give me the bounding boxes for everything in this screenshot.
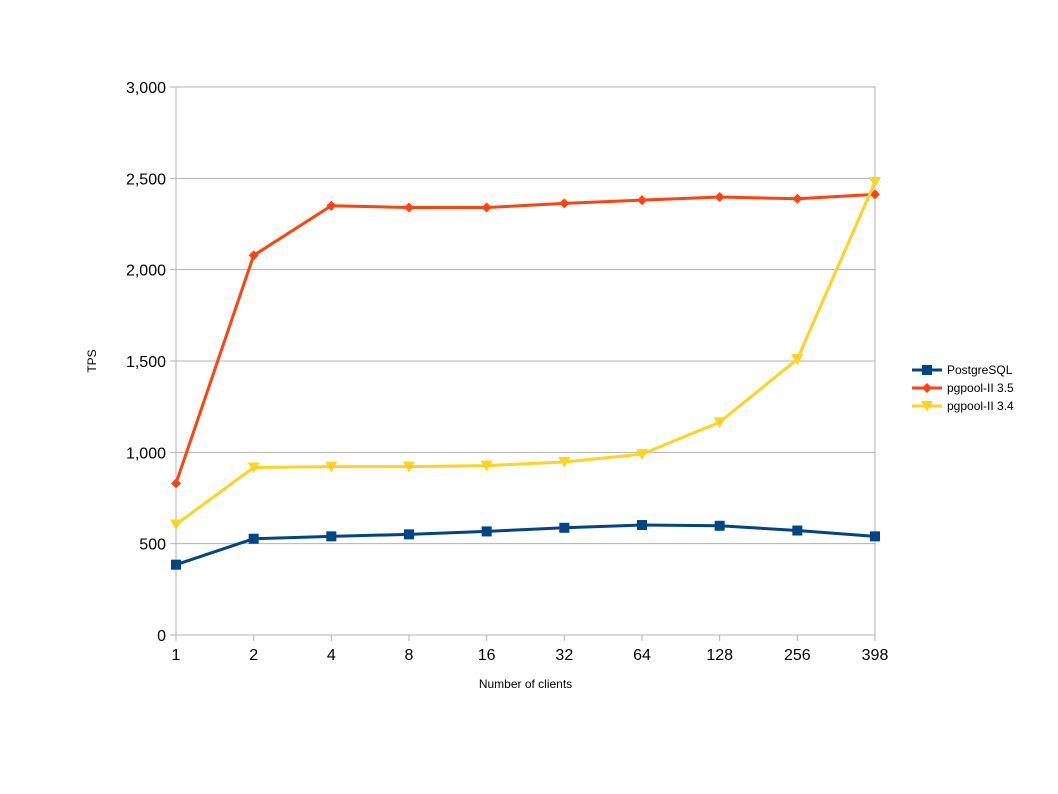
- series-line: [174, 192, 877, 485]
- y-tick-label: 2,000: [126, 263, 166, 280]
- series-0: [171, 520, 880, 570]
- legend-label: PostgreSQL: [947, 363, 1013, 377]
- legend-marker: [921, 401, 933, 412]
- x-tick-label: 2: [249, 647, 258, 664]
- data-point: [870, 531, 880, 542]
- data-point: [559, 198, 570, 209]
- data-point: [791, 354, 804, 366]
- series-1: [171, 189, 880, 489]
- data-point: [869, 176, 881, 188]
- legend-marker: [922, 365, 932, 375]
- data-point: [481, 526, 492, 537]
- data-point: [637, 520, 647, 531]
- data-point: [480, 460, 493, 472]
- data-point: [713, 417, 726, 429]
- data-point: [248, 250, 259, 261]
- data-point: [870, 189, 880, 200]
- series-line: [174, 523, 877, 567]
- data-point: [171, 559, 181, 570]
- x-tick-label: 32: [555, 647, 573, 664]
- x-tick-label: 16: [478, 647, 496, 664]
- data-point: [170, 519, 182, 531]
- x-axis-title: Number of clients: [479, 677, 572, 691]
- x-tick-label: 398: [862, 647, 889, 664]
- series-2: [170, 176, 881, 531]
- legend-marker: [922, 383, 932, 393]
- data-point: [403, 461, 415, 473]
- x-tick-label: 64: [633, 647, 651, 664]
- x-tick-label: 128: [706, 647, 733, 664]
- data-point: [404, 202, 414, 213]
- data-point: [247, 462, 260, 474]
- data-point: [714, 191, 725, 202]
- legend-item: pgpool-II 3.4: [912, 399, 1014, 413]
- legend-item: PostgreSQL: [912, 363, 1013, 377]
- x-tick-label: 256: [784, 647, 811, 664]
- y-tick-label: 2,500: [126, 171, 166, 188]
- axes: [170, 86, 876, 641]
- data-point: [714, 520, 725, 531]
- y-tick-label: 1,000: [126, 445, 166, 462]
- data-point: [636, 449, 648, 461]
- series-line: [174, 180, 877, 526]
- data-point: [559, 522, 570, 533]
- data-point: [792, 525, 803, 536]
- data-point: [637, 195, 647, 206]
- data-point: [481, 202, 492, 213]
- x-tick-labels: 1 2 4 8 16 32 64 128 256 398: [172, 647, 889, 664]
- data-point: [325, 461, 338, 473]
- data-point: [558, 457, 571, 469]
- data-point: [326, 200, 337, 211]
- data-point: [792, 193, 803, 204]
- y-tick-label: 3,000: [126, 80, 166, 97]
- y-tick-label: 1,500: [126, 354, 166, 371]
- x-tick-label: 1: [172, 647, 181, 664]
- data-point: [248, 533, 259, 544]
- y-tick-label: 500: [139, 537, 166, 554]
- y-axis-title: TPS: [85, 349, 99, 372]
- data-point: [326, 531, 337, 542]
- x-tick-label: 8: [405, 647, 414, 664]
- legend-label: pgpool-II 3.5: [947, 381, 1014, 395]
- legend-label: pgpool-II 3.4: [947, 399, 1014, 413]
- series-group: [170, 176, 881, 570]
- data-point: [171, 478, 181, 489]
- data-point: [404, 529, 414, 540]
- gridlines: [176, 86, 875, 636]
- legend: PostgreSQL pgpool-II 3.5 pgpool-II 3.4: [912, 363, 1014, 413]
- x-tick-label: 4: [327, 647, 336, 664]
- y-tick-labels: 0 500 1,000 1,500 2,000 2,500 3,000: [126, 80, 166, 645]
- y-tick-label: 0: [157, 628, 166, 645]
- legend-item: pgpool-II 3.5: [912, 381, 1014, 395]
